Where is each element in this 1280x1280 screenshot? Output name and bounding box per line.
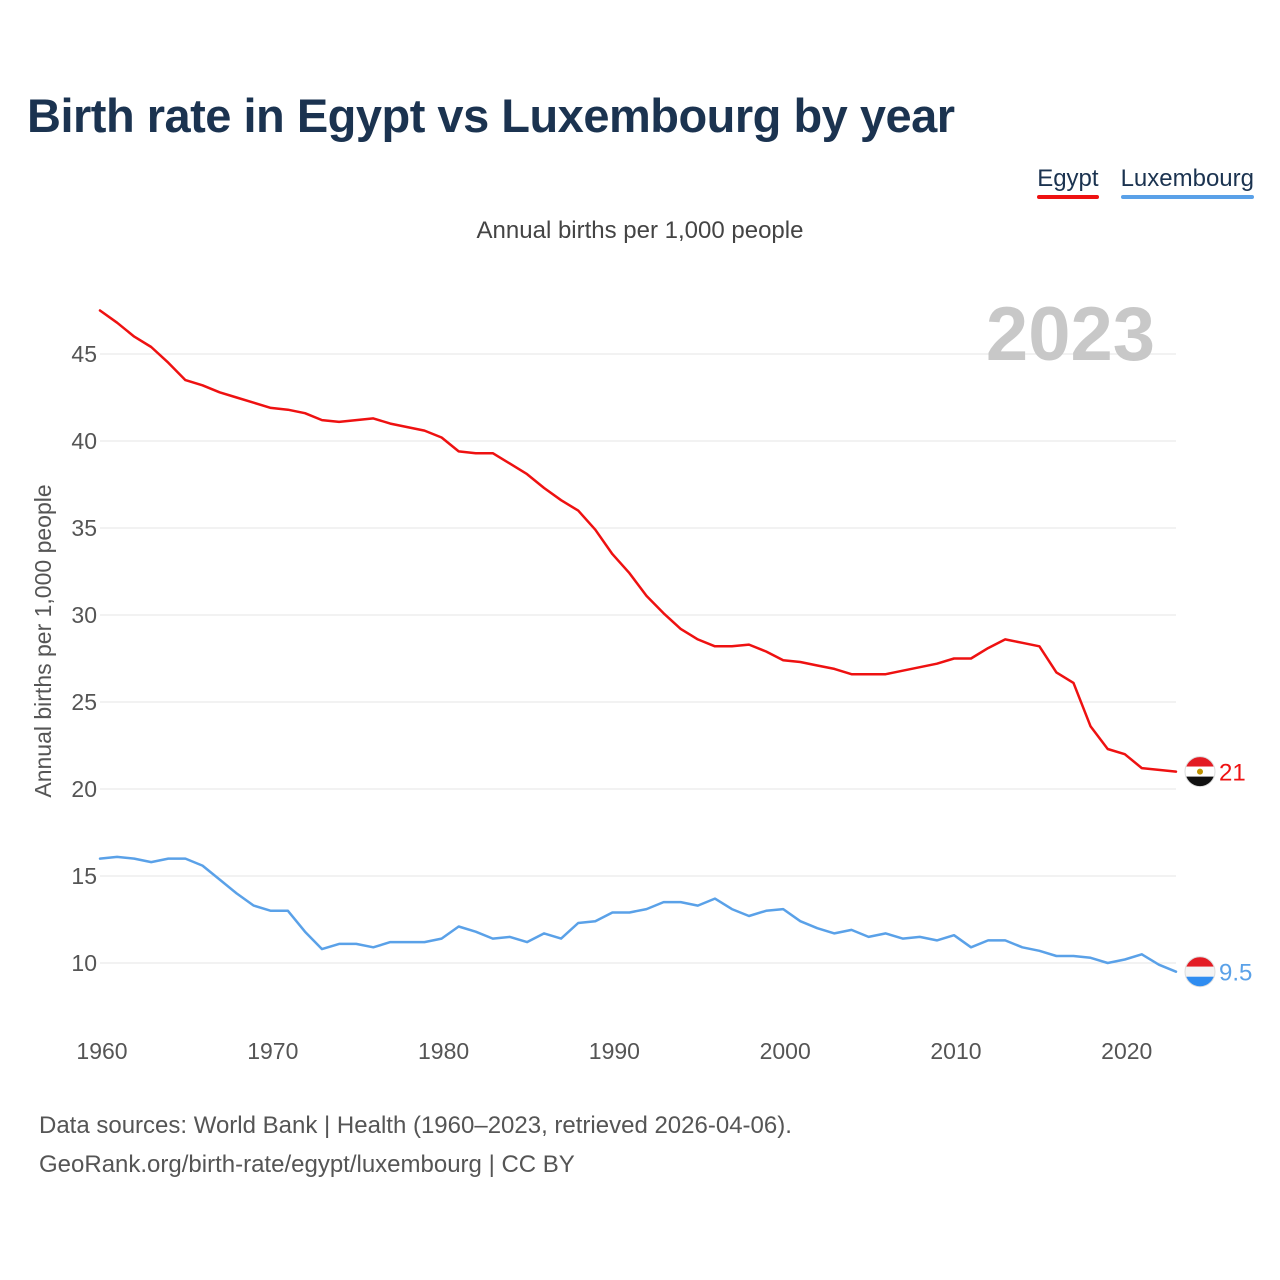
y-tick-label: 45 [71,341,97,367]
legend-label-luxembourg: Luxembourg [1120,165,1254,192]
gridlines [100,353,1176,964]
source-line-2[interactable]: GeoRank.org/birth-rate/egypt/luxembourg … [39,1151,575,1178]
y-tick-label: 15 [71,863,97,889]
source-note: Data sources: World Bank | Health (1960–… [39,1106,792,1184]
year-watermark: 2023 [986,292,1155,377]
series-line-egypt [98,309,1178,773]
y-tick-label: 40 [71,428,97,454]
y-tick-label: 35 [71,515,97,541]
end-label-luxembourg: 9.5 [1219,960,1252,987]
series-group [98,309,1178,973]
x-tick-label: 1980 [418,1038,469,1064]
series-line-luxembourg [98,855,1178,973]
source-line-1: Data sources: World Bank | Health (1960–… [39,1112,792,1139]
legend-swatch-egypt [1037,195,1099,199]
legend-label-egypt: Egypt [1037,165,1099,192]
x-tick-label: 2010 [930,1038,981,1064]
y-tick-label: 25 [71,689,97,715]
line-chart: 10 15 20 25 30 35 40 45 1960 1970 1980 1990 2000 201… [30,292,1252,1064]
legend-item-egypt[interactable]: Egypt [1037,165,1099,199]
y-tick-label: 20 [71,776,97,802]
x-tick-label: 2020 [1101,1038,1152,1064]
legend-item-luxembourg[interactable]: Luxembourg [1120,165,1254,199]
legend: Egypt Luxembourg [1037,165,1254,199]
x-tick-label: 1970 [247,1038,298,1064]
legend-swatch-luxembourg [1120,195,1254,199]
chart-subtitle: Annual births per 1,000 people [476,217,804,244]
x-tick-label: 2000 [760,1038,811,1064]
flag-luxembourg-icon [1184,956,1216,988]
x-axis-ticks: 1960 1970 1980 1990 2000 2010 2020 [76,1038,1152,1064]
end-markers: 219.5 [1184,756,1252,988]
y-tick-label: 30 [71,602,97,628]
y-tick-label: 10 [71,950,97,976]
end-label-egypt: 21 [1219,760,1246,787]
y-axis-ticks: 10 15 20 25 30 35 40 45 [71,341,97,976]
emblem [1197,768,1203,775]
chart-title: Birth rate in Egypt vs Luxembourg by yea… [27,89,955,142]
y-axis-label: Annual births per 1,000 people [30,484,56,797]
x-tick-label: 1990 [589,1038,640,1064]
flag-egypt-icon [1184,756,1216,788]
x-tick-label: 1960 [76,1038,127,1064]
